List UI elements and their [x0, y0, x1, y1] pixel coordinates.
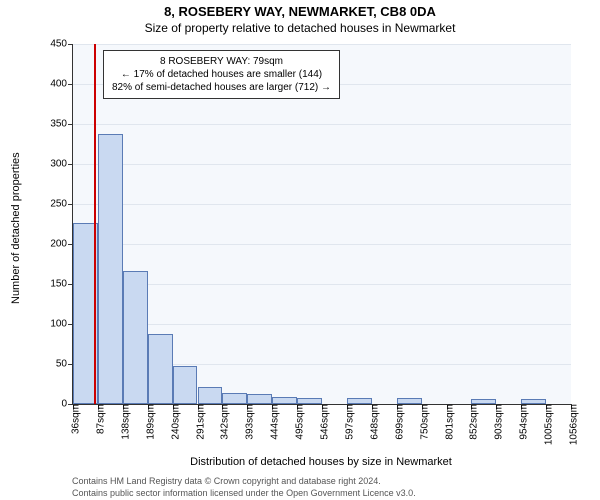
bar: [198, 387, 223, 404]
gridline: [73, 244, 571, 245]
ytick-label: 250: [50, 199, 73, 210]
xtick-label: 699sqm: [388, 404, 405, 440]
xtick-label: 903sqm: [488, 404, 505, 440]
ytick-label: 50: [56, 359, 73, 370]
xtick-label: 1005sqm: [538, 404, 555, 445]
xtick-label: 138sqm: [114, 404, 131, 440]
x-axis-label: Distribution of detached houses by size …: [72, 456, 570, 468]
bar: [272, 397, 297, 404]
bar: [98, 134, 123, 404]
xtick-label: 546sqm: [314, 404, 331, 440]
xtick-label: 87sqm: [89, 404, 106, 434]
bar: [123, 271, 148, 404]
ytick-label: 300: [50, 159, 73, 170]
bar: [148, 334, 173, 404]
xtick-label: 444sqm: [264, 404, 281, 440]
xtick-label: 801sqm: [438, 404, 455, 440]
bar: [222, 393, 247, 404]
chart-container: 8, ROSEBERY WAY, NEWMARKET, CB8 0DA Size…: [0, 0, 600, 500]
plot-area: 05010015020025030035040045036sqm87sqm138…: [72, 44, 571, 405]
annotation-box: 8 ROSEBERY WAY: 79sqm← 17% of detached h…: [103, 50, 340, 99]
xtick-label: 597sqm: [338, 404, 355, 440]
xtick-label: 240sqm: [164, 404, 181, 440]
reference-line: [94, 44, 96, 404]
gridline: [73, 284, 571, 285]
footer-line-2: Contains public sector information licen…: [72, 488, 416, 498]
gridline: [73, 204, 571, 205]
ytick-label: 150: [50, 279, 73, 290]
xtick-label: 393sqm: [239, 404, 256, 440]
ytick-label: 450: [50, 39, 73, 50]
xtick-label: 852sqm: [463, 404, 480, 440]
annotation-line: 82% of semi-detached houses are larger (…: [112, 81, 331, 94]
gridline: [73, 164, 571, 165]
xtick-label: 750sqm: [413, 404, 430, 440]
annotation-line: ← 17% of detached houses are smaller (14…: [112, 68, 331, 81]
xtick-label: 342sqm: [214, 404, 231, 440]
xtick-label: 291sqm: [189, 404, 206, 440]
ytick-label: 400: [50, 79, 73, 90]
gridline: [73, 324, 571, 325]
xtick-label: 189sqm: [139, 404, 156, 440]
annotation-line: 8 ROSEBERY WAY: 79sqm: [112, 55, 331, 68]
footer-line-1: Contains HM Land Registry data © Crown c…: [72, 476, 381, 486]
chart-title-2: Size of property relative to detached ho…: [0, 19, 600, 35]
bar: [173, 366, 198, 404]
xtick-label: 954sqm: [513, 404, 530, 440]
chart-title-1: 8, ROSEBERY WAY, NEWMARKET, CB8 0DA: [0, 0, 600, 19]
ytick-label: 200: [50, 239, 73, 250]
xtick-label: 36sqm: [65, 404, 82, 434]
ytick-label: 350: [50, 119, 73, 130]
bar: [247, 394, 272, 404]
xtick-label: 495sqm: [289, 404, 306, 440]
gridline: [73, 44, 571, 45]
y-axis-label: Number of detached properties: [10, 152, 22, 304]
xtick-label: 648sqm: [363, 404, 380, 440]
xtick-label: 1056sqm: [563, 404, 580, 445]
ytick-label: 100: [50, 319, 73, 330]
gridline: [73, 124, 571, 125]
